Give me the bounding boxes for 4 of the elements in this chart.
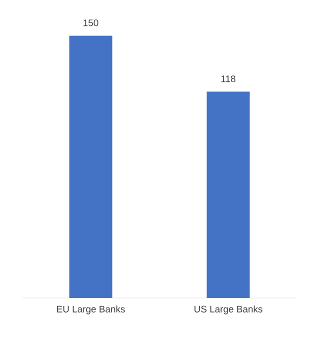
x-tick-label: EU Large Banks (57, 306, 125, 314)
data-label: 150 (84, 20, 98, 26)
x-tick-label: US Large Banks (194, 306, 262, 314)
data-label: 118 (221, 75, 236, 82)
